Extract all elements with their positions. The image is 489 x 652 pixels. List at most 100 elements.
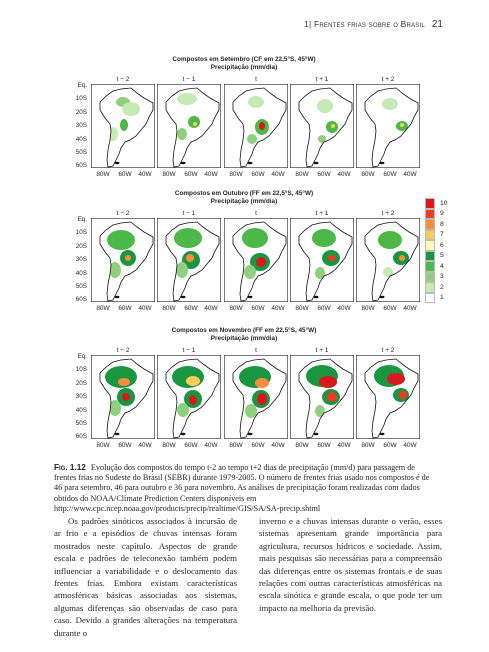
x-tick-label: 80W — [162, 305, 176, 312]
lag-label: t − 1 — [182, 76, 196, 83]
falkland-islands — [114, 295, 120, 299]
y-tick-label: 20S — [75, 108, 87, 116]
coastline — [165, 358, 220, 439]
falkland-islands — [313, 295, 319, 299]
figure-caption: Fig. 1.12 Evolução dos compostos do temp… — [54, 463, 438, 514]
precip-region — [315, 267, 325, 279]
map-frame — [91, 84, 155, 168]
precip-region — [186, 254, 194, 262]
precip-region — [177, 128, 187, 140]
y-tick-label: 50S — [75, 149, 87, 156]
precip-map — [157, 218, 221, 302]
y-tick-label: 30S — [75, 122, 87, 130]
precip-map — [290, 218, 354, 302]
falkland-islands — [247, 295, 253, 299]
precip-region — [383, 267, 393, 277]
precip-region — [177, 403, 189, 417]
falkland-islands — [247, 432, 253, 436]
coastline — [232, 358, 287, 439]
precip-map — [91, 218, 155, 302]
figure-label: Fig. 1.12 — [54, 463, 86, 472]
lag-label: t − 1 — [182, 347, 196, 354]
lag-label: t − 2 — [116, 210, 130, 217]
panel-subtitle: Precipitação (mm/dia) — [210, 197, 278, 205]
map-frame — [290, 218, 354, 302]
x-tick-label: 60W — [251, 442, 265, 449]
x-tick-label: 40W — [337, 171, 351, 178]
legend-swatch — [425, 198, 435, 209]
precip-region — [318, 135, 326, 143]
legend-label: 5 — [440, 252, 444, 260]
precip-region — [176, 262, 188, 278]
paragraph: inverno e a chuvas intensas durante o ve… — [259, 516, 442, 613]
falkland-islands — [379, 161, 385, 165]
precip-region — [248, 96, 264, 108]
precip-region — [399, 255, 405, 261]
map-frame — [91, 218, 155, 302]
y-tick-label: 50S — [75, 420, 87, 427]
x-tick-label: 40W — [138, 442, 152, 449]
running-header: 1| Frentes frias sobre o Brasil 21 — [304, 19, 443, 30]
x-tick-label: 80W — [229, 442, 243, 449]
coastline — [232, 221, 287, 302]
lag-label: t − 1 — [182, 210, 196, 217]
precip-region — [125, 255, 131, 261]
precip-region — [312, 229, 336, 247]
map-frame — [157, 218, 221, 302]
x-tick-label: 40W — [403, 171, 417, 178]
precip-region — [188, 116, 200, 128]
legend-entry: 7 — [425, 229, 465, 240]
precip-region — [399, 391, 407, 399]
lag-label: t − 2 — [116, 347, 130, 354]
y-tick-label: 30S — [75, 393, 87, 401]
x-tick-label: 80W — [229, 305, 243, 312]
y-tick-label: 10S — [75, 366, 87, 374]
map-frame — [224, 84, 288, 168]
x-tick-label: 60W — [317, 171, 331, 178]
legend-swatch — [425, 240, 435, 251]
precip-map — [224, 84, 288, 168]
legend-entry: 5 — [425, 250, 465, 261]
panel-title: Compostos em Novembro (FF em 22,5°S, 45°… — [54, 327, 434, 342]
x-tick-label: 40W — [271, 305, 285, 312]
x-tick-label: 80W — [229, 171, 243, 178]
y-tick-label: 20S — [75, 242, 87, 250]
panel-title: Compostos em Setembro (CF em 22,5°S, 45°… — [54, 56, 434, 71]
coastline — [298, 358, 353, 439]
legend-label: 6 — [440, 241, 444, 249]
y-tick-label: 40S — [75, 406, 87, 414]
precip-region — [378, 231, 402, 249]
legend-entry: 8 — [425, 219, 465, 230]
falkland-islands — [180, 432, 186, 436]
precip-region — [193, 122, 197, 126]
precip-region — [109, 262, 121, 278]
y-tick-label: Eq. — [77, 353, 87, 360]
x-tick-label: 60W — [383, 171, 397, 178]
precip-region — [172, 366, 204, 388]
caption-text: Evolução dos compostos do tempo t-2 ao t… — [54, 463, 430, 513]
precip-map — [290, 355, 354, 439]
legend-label: 3 — [440, 273, 444, 281]
legend-label: 8 — [440, 220, 444, 228]
map-frame — [157, 355, 221, 439]
lag-label: t + 2 — [381, 76, 395, 83]
x-tick-label: 40W — [271, 442, 285, 449]
y-tick-label: 10S — [75, 95, 87, 103]
y-tick-label: 20S — [75, 379, 87, 387]
legend-label: 9 — [440, 210, 444, 218]
falkland-islands — [247, 161, 253, 165]
precip-region — [189, 395, 197, 405]
legend-swatch — [425, 208, 435, 219]
y-tick-label: 40S — [75, 135, 87, 143]
x-tick-label: 40W — [403, 442, 417, 449]
x-tick-label: 60W — [317, 305, 331, 312]
coastline — [232, 87, 287, 168]
x-tick-label: 80W — [361, 442, 375, 449]
precip-region — [174, 228, 202, 248]
map-frame — [157, 84, 221, 168]
x-tick-label: 80W — [162, 442, 176, 449]
falkland-islands — [114, 432, 120, 436]
coastline — [364, 221, 419, 302]
falkland-islands — [313, 161, 319, 165]
coastline — [298, 87, 353, 168]
